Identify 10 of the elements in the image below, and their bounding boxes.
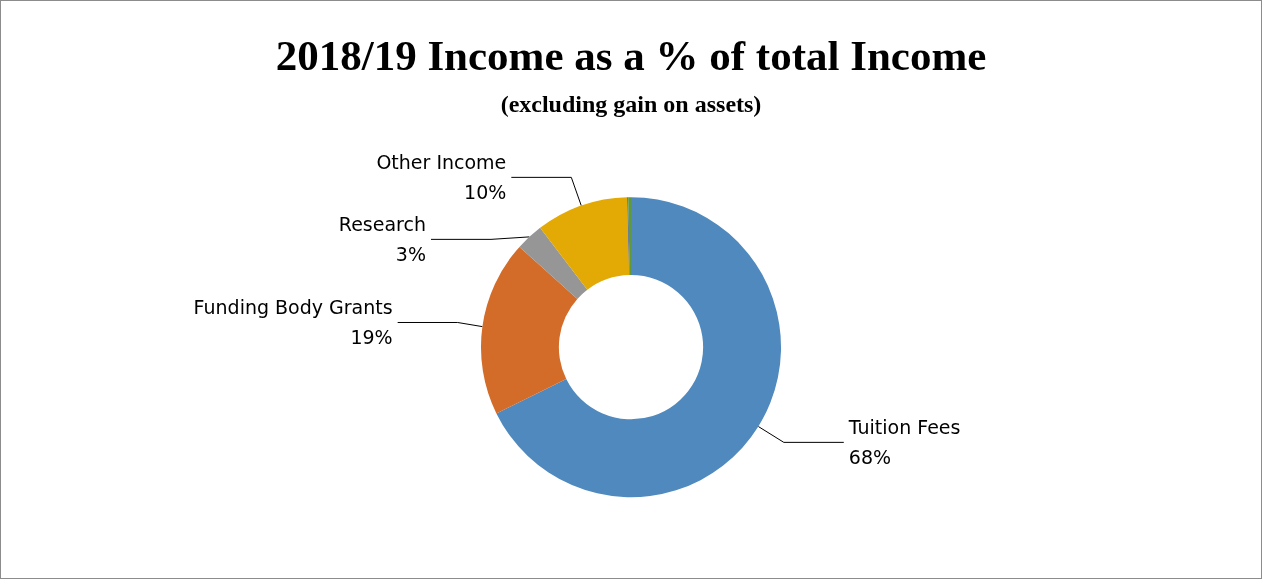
slice-label: Other Income — [376, 151, 507, 174]
data-label: 19% — [350, 326, 393, 349]
chart-subtitle: (excluding gain on assets) — [500, 91, 762, 117]
slice-label: Research — [338, 213, 426, 236]
slice-label: Funding Body Grants — [193, 296, 393, 319]
data-label: 68% — [848, 446, 892, 469]
data-label: 3% — [395, 243, 426, 266]
chart-title: 2018/19 Income as a % of total Income — [275, 32, 987, 79]
slice-label: Tuition Fees — [847, 416, 961, 439]
data-label: 10% — [464, 181, 507, 204]
